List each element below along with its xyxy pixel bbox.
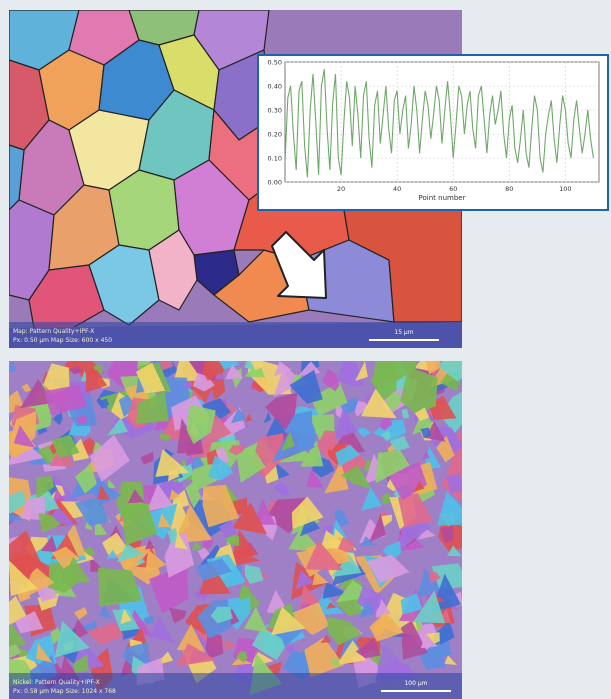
chart-svg: 0.00 0.10 0.20 0.30 0.40 0.50 20 40 60 80 100 Point… — [268, 59, 600, 202]
map-caption-bar: Map: Pattern Quality+IPF-X Px: 0.50 µm M… — [9, 322, 462, 348]
line-profile-chart: 0.00 0.10 0.20 0.30 0.40 0.50 20 40 60 80 100 Point… — [257, 54, 609, 211]
scale-bar: 15 µm — [369, 329, 439, 341]
scale-bar-line — [381, 690, 451, 692]
scale-bar-label: 15 µm — [394, 329, 414, 336]
map-caption-details: Px: 0.58 µm Map Size: 1024 x 768 — [13, 688, 116, 695]
y-tick-label: 0.10 — [268, 155, 282, 163]
scale-bar-label: 100 µm — [404, 680, 428, 687]
scale-bar: 100 µm — [381, 680, 451, 692]
x-tick-label: 20 — [337, 185, 345, 193]
map-caption-title: Nickel: Pattern Quality+IPF-X — [13, 679, 100, 686]
y-tick-label: 0.50 — [268, 59, 282, 67]
x-tick-label: 60 — [449, 185, 457, 193]
series-line — [284, 69, 594, 178]
x-axis-label: Point number — [419, 194, 466, 202]
map-caption-title: Map: Pattern Quality+IPF-X — [13, 328, 95, 335]
scale-bar-line — [369, 339, 439, 341]
x-tick-label: 80 — [505, 185, 513, 193]
y-tick-label: 0.00 — [268, 179, 282, 187]
x-tick-label: 100 — [559, 185, 571, 193]
arrow-pointer-icon — [271, 231, 327, 299]
y-tick-label: 0.40 — [268, 83, 282, 91]
map-caption-bar: Nickel: Pattern Quality+IPF-X Px: 0.58 µ… — [9, 673, 462, 699]
y-tick-label: 0.20 — [268, 131, 282, 139]
map-caption-details: Px: 0.50 µm Map Size: 600 x 450 — [13, 337, 113, 344]
y-tick-label: 0.30 — [268, 107, 282, 115]
ebsd-map-bottom: Nickel: Pattern Quality+IPF-X Px: 0.58 µ… — [9, 361, 462, 699]
x-tick-label: 40 — [393, 185, 401, 193]
grain-map-image — [9, 361, 462, 699]
